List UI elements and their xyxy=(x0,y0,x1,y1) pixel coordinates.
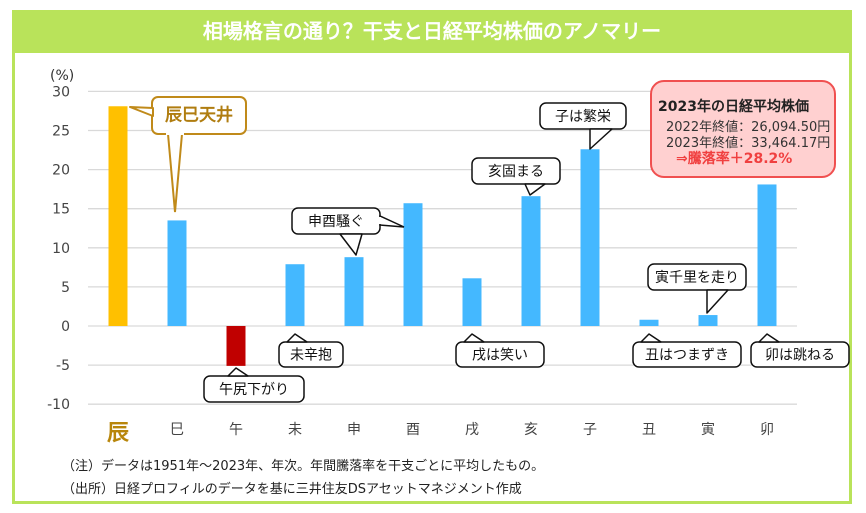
y-tick-label: 0 xyxy=(61,319,70,335)
callout-label: 辰巳天井 xyxy=(165,105,233,126)
callout: 丑はつまずき xyxy=(632,333,742,368)
bar-卯 xyxy=(757,184,777,326)
callout-label: 子は繁栄 xyxy=(555,109,611,125)
callout-tail xyxy=(463,333,485,343)
callout-box xyxy=(455,341,545,368)
callout-box xyxy=(539,102,627,130)
callout-label: 寅千里を走り xyxy=(655,269,739,286)
bar-戌 xyxy=(462,278,482,326)
callout-tail xyxy=(129,106,154,117)
bar-辰 xyxy=(108,106,128,327)
callout: 未辛抱 xyxy=(278,333,344,368)
infobox-2023-close: 2023年終値：33,464.17円 xyxy=(666,136,831,151)
callout-box xyxy=(203,375,305,403)
callout-join xyxy=(166,131,184,135)
x-tick-label: 午 xyxy=(229,422,243,438)
bar-寅 xyxy=(698,315,718,326)
y-tick-label: 5 xyxy=(61,280,70,296)
callout-tail xyxy=(286,333,308,343)
bar-酉 xyxy=(403,203,423,326)
callout-tail xyxy=(706,289,729,314)
x-tick-label: 寅 xyxy=(701,421,715,438)
x-tick-label: 亥 xyxy=(524,422,538,438)
callout-label: 卯は跳ねる xyxy=(765,348,835,364)
callout-tail xyxy=(640,333,662,343)
callout-label: 亥固まる xyxy=(488,164,544,180)
callout: 卯は跳ねる xyxy=(750,333,850,368)
callout-tail xyxy=(589,128,613,150)
callout-tail xyxy=(227,367,249,377)
callout-box xyxy=(750,341,850,368)
callout: 申酉騒ぐ xyxy=(291,207,381,256)
y-tick-label: 15 xyxy=(52,202,70,218)
infobox-change-rate: ⇒騰落率＋28.2% xyxy=(676,151,793,167)
x-tick-label: 未 xyxy=(288,422,302,438)
x-tick-label: 辰 xyxy=(107,421,129,446)
footnote-note: （注）データは1951年～2023年、年次。年間騰落率を干支ごとに平均したもの。 xyxy=(62,459,545,474)
callout-tail xyxy=(166,133,184,213)
x-tick-label: 卯 xyxy=(760,422,774,438)
callout: 寅千里を走り xyxy=(647,263,747,314)
y-tick-label: 25 xyxy=(52,124,70,140)
callout-box xyxy=(632,341,742,368)
y-tick-label: -5 xyxy=(56,358,70,374)
bar-巳 xyxy=(167,220,187,326)
bar-午 xyxy=(226,326,246,366)
infobox-title: 2023年の日経平均株価 xyxy=(658,99,809,115)
x-tick-label: 申 xyxy=(347,422,361,438)
callout: 戌は笑い xyxy=(455,333,545,368)
callout-label: 丑はつまずき xyxy=(645,348,729,364)
bar-未 xyxy=(285,264,305,326)
callout-box xyxy=(278,341,344,368)
x-tick-label: 丑 xyxy=(642,422,656,438)
callout: 亥固まる xyxy=(471,157,561,196)
nikkei-2023-infobox: 2023年の日経平均株価 2022年終値：26,094.50円 2023年終値：… xyxy=(650,80,836,178)
x-tick-label: 戌 xyxy=(465,422,479,438)
callout: 辰巳天井 xyxy=(129,96,247,135)
callout: 子は繁栄 xyxy=(539,102,627,150)
y-tick-label: 10 xyxy=(52,241,70,257)
callout-tail xyxy=(379,214,405,228)
bar-丑 xyxy=(639,319,659,326)
y-axis-label: (%) xyxy=(50,68,74,84)
callout-join xyxy=(378,217,381,224)
callout-tail xyxy=(339,233,363,256)
y-tick-label: 20 xyxy=(52,163,70,179)
x-tick-label: 子 xyxy=(583,422,597,438)
callout-tail xyxy=(524,183,546,196)
callout: 午尻下がり xyxy=(203,367,305,403)
bar-子 xyxy=(580,149,600,326)
x-tick-label: 巳 xyxy=(170,422,184,438)
callout-tail xyxy=(758,333,780,343)
callout-label: 午尻下がり xyxy=(219,382,289,398)
callout-box xyxy=(471,157,561,185)
callout-box xyxy=(647,263,747,291)
x-tick-label: 酉 xyxy=(406,422,420,438)
footnote-source: （出所）日経プロフィルのデータを基に三井住友DSアセットマネジメント作成 xyxy=(62,482,522,497)
page-title: 相場格言の通り？干支と日経平均株価のアノマリー xyxy=(12,10,852,53)
bar-申 xyxy=(344,257,364,326)
callout-label: 戌は笑い xyxy=(472,348,528,364)
bar-亥 xyxy=(521,196,541,326)
callout-label: 申酉騒ぐ xyxy=(308,214,364,230)
infobox-2022-close: 2022年終値：26,094.50円 xyxy=(666,120,831,135)
y-tick-label: -10 xyxy=(47,397,70,413)
y-tick-label: 30 xyxy=(52,84,70,100)
callout-label: 未辛抱 xyxy=(290,348,332,364)
